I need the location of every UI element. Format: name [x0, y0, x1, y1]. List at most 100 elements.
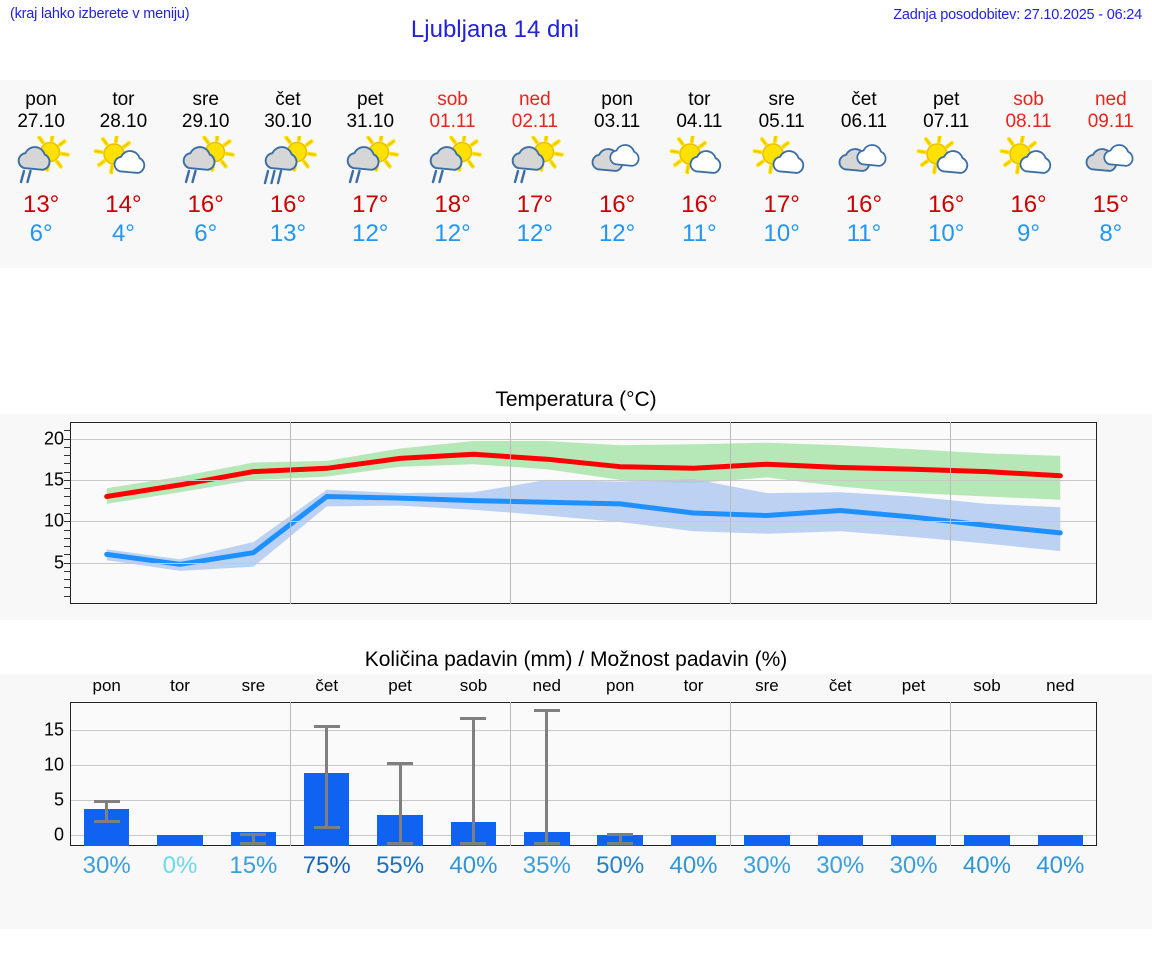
precip-bar-10: [817, 835, 863, 846]
precip-gridline-vertical: [290, 702, 292, 846]
day-temp-min: 12°: [434, 220, 471, 247]
temp-y-minor-tick: [64, 537, 71, 539]
day-temp-min: 6°: [29, 220, 53, 247]
temp-y-minor-tick: [64, 562, 71, 564]
temp-y-minor-tick: [64, 513, 71, 514]
precip-error-cap-high-5: [460, 716, 487, 720]
day-temp-min: 12°: [598, 220, 636, 247]
day-of-week: sob: [437, 89, 468, 110]
temp-y-minor-tick: [64, 587, 71, 589]
temp-gridline-15: [71, 479, 1096, 481]
precip-bar-1: [157, 835, 203, 846]
day-temp-max: 16°: [1010, 191, 1047, 218]
day-of-week: ned: [518, 89, 551, 110]
precip-probability-9: 30%: [742, 852, 791, 879]
precip-error-cap-low-4: [387, 842, 414, 846]
precip-gridline-vertical: [730, 702, 732, 846]
day-date: 07.11: [923, 111, 970, 132]
day-column-3[interactable]: čet 30.10 16° 13°: [247, 80, 329, 268]
precip-day-label-13: ned: [1046, 676, 1075, 695]
sun-behind-cloud-with-heavy-rain-icon: [257, 136, 319, 188]
day-column-1[interactable]: tor 28.10 14° 4°: [82, 80, 164, 268]
day-date: 29.10: [181, 111, 230, 132]
precip-error-cap-low-6: [533, 842, 560, 846]
day-temp-min: 6°: [194, 220, 218, 247]
precip-bar-11: [890, 835, 937, 846]
day-temp-max: 17°: [352, 191, 389, 218]
day-column-0[interactable]: pon 27.10 13° 6°: [0, 80, 82, 268]
day-temp-min: 12°: [352, 220, 389, 247]
precip-error-cap-low-7: [607, 842, 634, 846]
temp-y-minor-tick: [64, 430, 71, 432]
day-date: 01.11: [429, 111, 476, 132]
precip-day-label-1: tor: [170, 676, 190, 695]
precip-error-cap-low-0: [93, 820, 120, 823]
cloudy-icon: [586, 136, 648, 188]
day-temp-max: 18°: [434, 191, 471, 218]
day-column-6[interactable]: ned 02.11 17° 12°: [494, 80, 576, 268]
precip-gridline-15: [71, 730, 1096, 732]
temp-y-minor-tick: [64, 570, 71, 572]
precip-probability-4: 55%: [376, 852, 425, 879]
day-of-week: čet: [275, 89, 301, 110]
day-temp-min: 11°: [846, 220, 882, 247]
day-of-week: tor: [688, 89, 711, 110]
day-of-week: pet: [933, 89, 960, 110]
precip-gridline-10: [71, 765, 1096, 767]
precip-day-label-4: pet: [388, 676, 412, 695]
day-date: 27.10: [17, 111, 65, 132]
day-column-12[interactable]: sob 08.11 16° 9°: [987, 80, 1069, 268]
day-column-9[interactable]: sre 05.11 17° 10°: [741, 80, 823, 268]
precip-error-cap-high-0: [93, 800, 120, 804]
day-temp-max: 16°: [187, 191, 224, 218]
precip-error-cap-high-2: [240, 833, 267, 837]
day-of-week: ned: [1094, 89, 1127, 110]
precip-day-label-9: sre: [755, 676, 779, 695]
cloudy-icon: [833, 136, 895, 188]
day-date: 09.11: [1087, 111, 1134, 132]
day-column-4[interactable]: pet 31.10 17° 12°: [329, 80, 411, 268]
day-temp-min: 9°: [1017, 220, 1040, 247]
day-temp-min: 11°: [682, 220, 717, 247]
precip-y-tick-label: 10: [43, 754, 64, 775]
precip-error-line-2: [251, 833, 255, 842]
precipitation-chart-panel: Količina padavin (mm) / Možnost padavin …: [0, 646, 1152, 929]
precip-day-label-0: pon: [92, 676, 121, 695]
precip-error-cap-high-7: [607, 833, 634, 837]
temp-y-minor-tick: [64, 455, 71, 457]
day-column-7[interactable]: pon 03.11 16° 12°: [576, 80, 658, 268]
day-of-week: sre: [768, 89, 795, 110]
temp-y-minor-tick: [64, 504, 71, 506]
day-column-8[interactable]: tor 04.11 16° 11°: [658, 80, 740, 268]
day-column-13[interactable]: ned 09.11 15° 8°: [1070, 80, 1152, 268]
day-of-week: čet: [851, 89, 877, 110]
temp-y-tick-label: 20: [43, 428, 64, 449]
sun-behind-cloud-with-rain-icon: [175, 136, 237, 188]
page-title: Ljubljana 14 dni: [410, 16, 580, 43]
day-column-10[interactable]: čet 06.11 16° 11°: [823, 80, 905, 268]
day-column-2[interactable]: sre 29.10 16° 6°: [165, 80, 247, 268]
day-temp-min: 12°: [516, 220, 553, 247]
day-date: 08.11: [1005, 111, 1052, 132]
precip-gridline-vertical: [950, 702, 952, 846]
day-temp-max: 14°: [105, 191, 142, 218]
day-of-week: pet: [357, 89, 384, 110]
sun-behind-cloud-with-rain-icon: [10, 136, 72, 188]
precip-bar-12: [964, 835, 1010, 846]
day-column-11[interactable]: pet 07.11 16° 10°: [905, 80, 987, 268]
day-of-week: sob: [1013, 89, 1044, 110]
precip-bar-8: [670, 835, 717, 846]
precip-probability-6: 35%: [522, 852, 571, 879]
temperature-chart-panel: Temperatura (°C) © vreme.us & vreme.pro …: [0, 386, 1152, 867]
day-temp-max: 15°: [1092, 191, 1129, 218]
temp-y-tick-label: 15: [43, 469, 64, 490]
day-temp-min: 13°: [269, 220, 307, 247]
precip-probability-10: 30%: [816, 852, 865, 879]
precip-day-label-10: čet: [828, 676, 852, 695]
precip-probability-1: 0%: [162, 852, 198, 879]
temperature-series-svg: [104, 441, 1063, 571]
day-date: 05.11: [758, 111, 805, 132]
precip-error-line-5: [471, 716, 475, 843]
precip-error-line-6: [545, 709, 549, 843]
day-column-5[interactable]: sob 01.11 18° 12°: [411, 80, 493, 268]
